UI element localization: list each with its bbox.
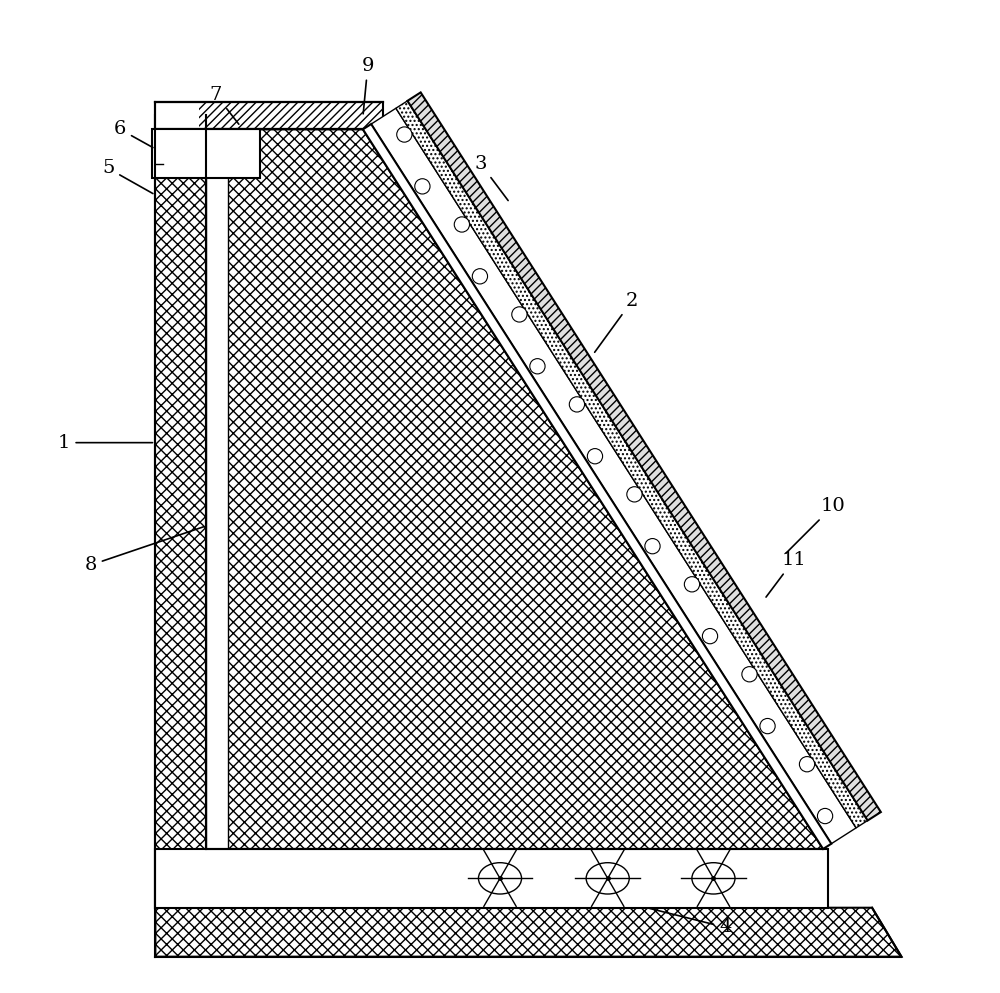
Text: 11: 11 [766,551,806,597]
Polygon shape [155,114,206,908]
Circle shape [645,538,660,554]
Polygon shape [407,92,881,820]
Circle shape [799,757,815,772]
Bar [199,102,383,129]
Circle shape [569,397,585,412]
Circle shape [415,179,430,194]
Text: 6: 6 [114,120,153,148]
Polygon shape [396,101,868,828]
Text: 1: 1 [58,434,153,452]
Circle shape [587,449,603,464]
Text: 3: 3 [474,155,508,201]
Polygon shape [363,124,831,849]
Text: 8: 8 [85,526,204,574]
Circle shape [397,127,412,142]
Bar [206,129,228,849]
Text: 4: 4 [650,909,731,936]
Circle shape [454,216,470,232]
Circle shape [684,577,700,592]
Circle shape [760,719,775,734]
Text: 5: 5 [102,160,153,194]
Circle shape [742,666,757,682]
Text: 9: 9 [362,57,374,114]
Polygon shape [371,108,856,844]
Ellipse shape [586,863,629,894]
Bar [155,102,383,129]
Ellipse shape [692,863,735,894]
Bar [152,129,260,179]
Circle shape [512,307,527,322]
Text: 7: 7 [210,86,239,124]
Text: 2: 2 [595,292,638,353]
Text: 10: 10 [786,497,845,553]
Polygon shape [155,908,901,956]
Circle shape [530,358,545,374]
Bar [155,849,828,908]
Polygon shape [206,129,823,849]
Circle shape [472,269,488,284]
Circle shape [702,629,718,643]
Circle shape [817,808,833,823]
Circle shape [627,487,642,502]
Ellipse shape [478,863,522,894]
